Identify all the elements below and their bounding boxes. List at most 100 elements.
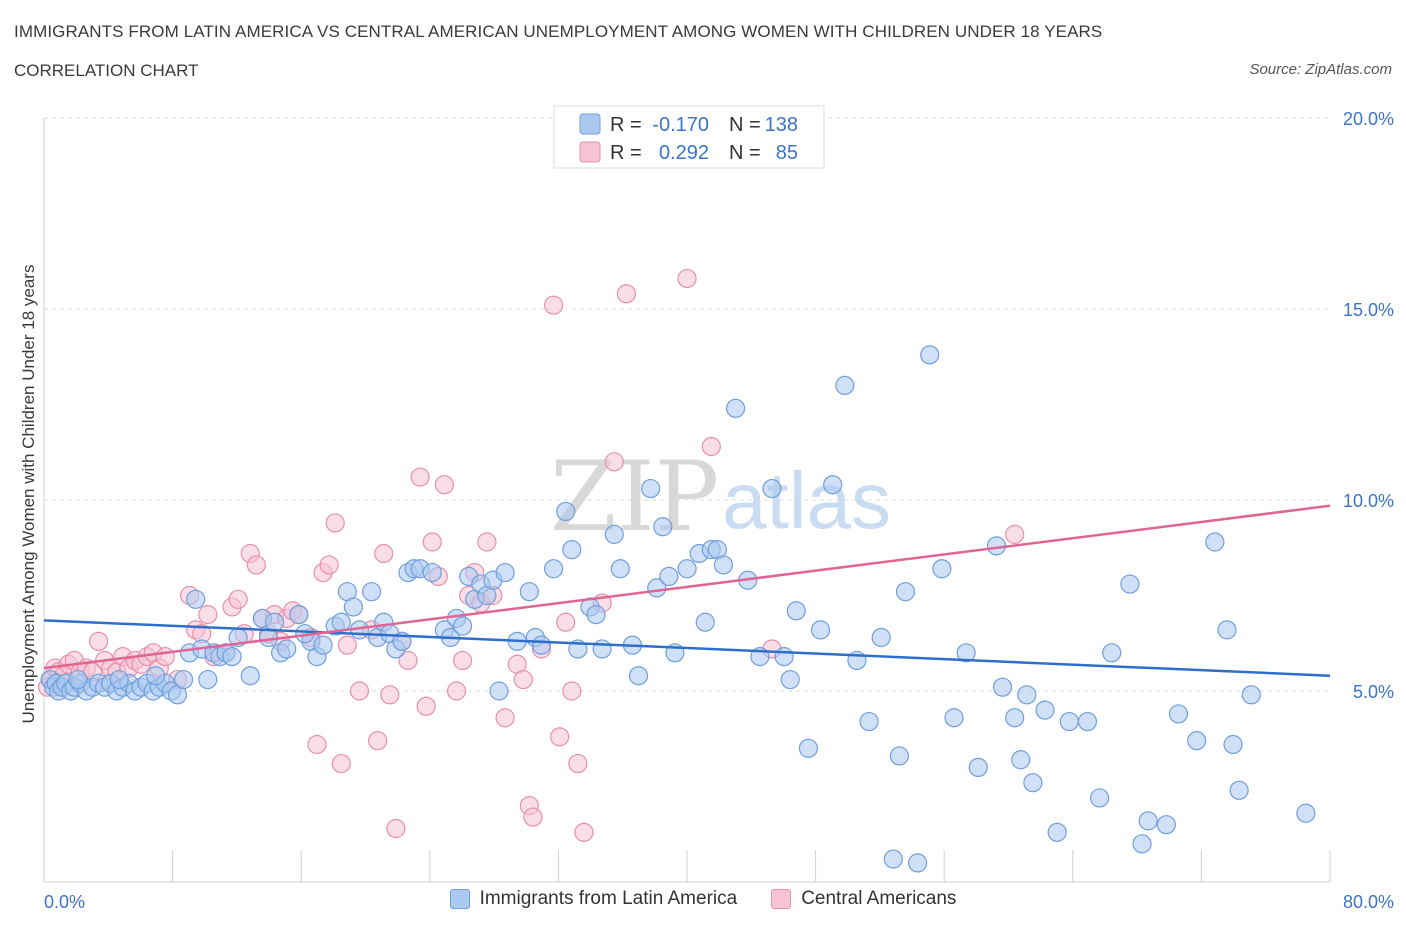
point-latin-america xyxy=(68,669,88,690)
stats-r-label-2: R = xyxy=(610,142,642,164)
legend-swatch-pink xyxy=(771,889,792,909)
point-latin-america xyxy=(146,666,166,686)
point-latin-america xyxy=(1296,803,1316,823)
point-latin-america xyxy=(586,604,606,625)
point-latin-america xyxy=(1168,704,1189,724)
point-latin-america xyxy=(798,738,819,758)
y-tick-label: 5.0% xyxy=(1353,682,1394,702)
point-latin-america xyxy=(968,757,988,778)
point-latin-america xyxy=(277,639,297,659)
stats-legend: R = -0.170 N = 138 R = 0.292 N = 85 xyxy=(553,105,825,169)
point-central-american xyxy=(556,612,576,632)
point-latin-america xyxy=(519,582,539,602)
stats-n-value-2: 85 xyxy=(776,142,798,164)
point-latin-america xyxy=(1229,780,1249,800)
point-latin-america xyxy=(871,627,891,648)
point-latin-america xyxy=(1059,711,1079,732)
point-latin-america xyxy=(1035,700,1055,720)
legend-label-central-americans: Central Americans xyxy=(801,888,957,909)
y-tick-label: 20.0% xyxy=(1343,109,1394,129)
stats-r-value-1: -0.170 xyxy=(652,114,709,136)
point-central-american xyxy=(495,708,515,728)
point-latin-america xyxy=(343,597,363,617)
point-central-american xyxy=(446,681,467,701)
point-central-american xyxy=(434,475,454,495)
stats-swatch-blue xyxy=(579,113,601,135)
point-latin-america xyxy=(264,612,285,632)
y-tick-labels: 5.0% 10.0% 15.0% 20.0% xyxy=(1343,109,1394,702)
legend-item-latin-america: Immigrants from Latin America xyxy=(449,888,738,910)
point-central-american xyxy=(513,669,533,690)
point-latin-america xyxy=(1011,750,1031,770)
point-latin-america xyxy=(1047,822,1067,842)
point-latin-america xyxy=(774,647,794,667)
point-latin-america xyxy=(198,669,218,690)
trend-line-central-americans xyxy=(43,504,1331,670)
point-latin-america xyxy=(641,478,661,499)
stats-n-value-1: 138 xyxy=(765,114,798,136)
point-central-american xyxy=(368,731,388,751)
point-latin-america xyxy=(1156,815,1176,835)
point-central-american xyxy=(155,647,175,667)
point-central-american xyxy=(604,452,624,472)
point-latin-america xyxy=(907,853,928,873)
point-central-american xyxy=(543,295,564,315)
point-latin-america xyxy=(1017,685,1037,705)
point-latin-america xyxy=(453,616,473,636)
point-latin-america xyxy=(956,643,976,663)
point-latin-america xyxy=(562,540,582,560)
point-latin-america xyxy=(1102,643,1122,663)
series-immigrants-latin-america xyxy=(40,345,1316,873)
point-latin-america xyxy=(173,669,194,690)
point-latin-america xyxy=(932,559,952,579)
stats-n-label-2: N = xyxy=(729,142,761,164)
point-latin-america xyxy=(1217,620,1237,640)
stats-r-label-1: R = xyxy=(610,114,642,136)
point-latin-america xyxy=(628,666,649,686)
series-central-americans xyxy=(38,268,1025,842)
point-latin-america xyxy=(362,582,382,602)
point-latin-america xyxy=(823,475,843,495)
stats-r-value-2: 0.292 xyxy=(659,142,709,164)
point-latin-america xyxy=(1241,685,1261,705)
point-latin-america xyxy=(810,620,831,640)
trend-line-latin-america xyxy=(43,619,1331,677)
y-tick-label: 15.0% xyxy=(1343,300,1394,320)
point-central-american xyxy=(88,631,109,651)
point-central-american xyxy=(374,543,394,564)
point-latin-america xyxy=(920,345,940,365)
point-central-american xyxy=(574,822,594,842)
point-latin-america xyxy=(895,582,916,602)
point-latin-america xyxy=(889,746,910,766)
point-central-american xyxy=(568,753,588,774)
legend-swatch-blue xyxy=(449,889,470,909)
point-central-american xyxy=(523,807,543,827)
series-legend: Immigrants from Latin America Central Am… xyxy=(0,888,1406,910)
point-central-american xyxy=(422,532,442,552)
point-central-american xyxy=(386,818,406,839)
x-tick-label-min: 0.0% xyxy=(44,892,85,912)
watermark-zip: ZIP xyxy=(550,441,719,553)
point-latin-america xyxy=(659,566,679,587)
point-latin-america xyxy=(543,559,564,579)
point-latin-america xyxy=(1120,574,1140,594)
point-latin-america xyxy=(713,555,734,575)
point-latin-america xyxy=(495,562,515,583)
point-latin-america xyxy=(786,601,806,621)
point-central-american xyxy=(550,727,570,747)
point-latin-america xyxy=(531,635,552,655)
watermark-atlas: atlas xyxy=(722,456,891,545)
point-central-american xyxy=(398,650,418,671)
point-latin-america xyxy=(1077,711,1098,732)
point-central-american xyxy=(325,513,345,533)
point-latin-america xyxy=(313,635,333,655)
point-central-american xyxy=(453,650,473,671)
point-central-american xyxy=(1005,524,1025,544)
legend-label-latin-america: Immigrants from Latin America xyxy=(479,888,738,909)
chart-title: IMMIGRANTS FROM LATIN AMERICA VS CENTRAL… xyxy=(14,22,1103,41)
point-central-american xyxy=(246,555,266,575)
point-latin-america xyxy=(422,562,442,583)
x-ticks xyxy=(43,850,1331,882)
point-central-american xyxy=(380,685,400,705)
point-latin-america xyxy=(677,559,697,579)
